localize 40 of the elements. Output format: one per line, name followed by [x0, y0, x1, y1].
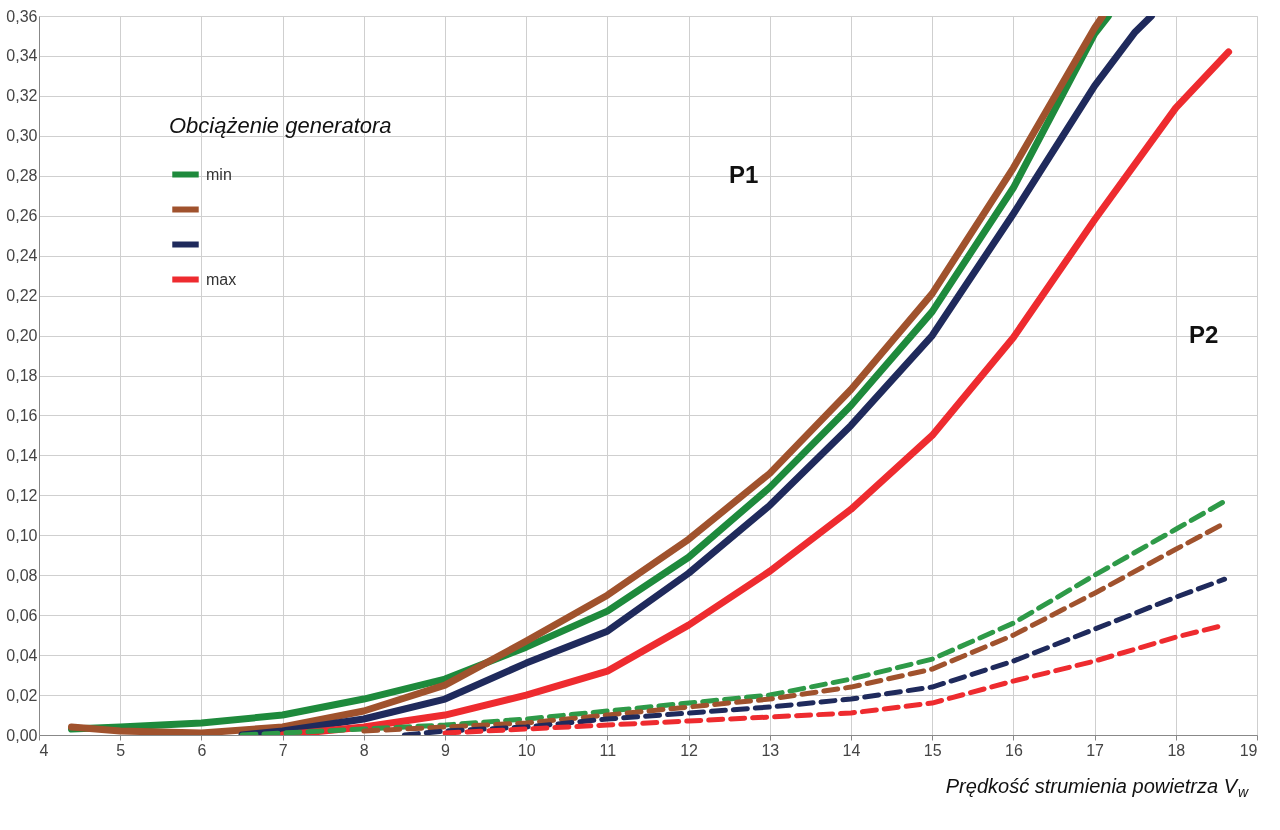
y-tick-label: 0,08	[6, 566, 38, 584]
x-tick-label: 19	[1239, 741, 1258, 759]
y-tick-label: 0,32	[6, 87, 38, 105]
y-tick-label: 0,24	[6, 247, 38, 265]
y-tick-label: 0,04	[6, 646, 38, 664]
y-tick-label: 0,26	[6, 207, 38, 225]
x-tick-label: 5	[116, 741, 126, 759]
x-tick-label: 18	[1167, 741, 1186, 759]
y-tick-label: 0,14	[6, 446, 38, 464]
x-tick-label: 11	[599, 741, 617, 759]
y-tick-label: 0,02	[6, 686, 38, 704]
x-tick-label: 15	[923, 741, 942, 759]
x-tick-label: 7	[278, 741, 288, 759]
annotation: P1	[729, 161, 759, 188]
y-tick-label: 0,16	[6, 406, 38, 424]
legend-label: min	[206, 165, 232, 183]
y-tick-label: 0,10	[6, 526, 38, 544]
y-tick-label: 0,20	[6, 327, 38, 345]
y-tick-label: 0,28	[6, 167, 38, 185]
x-tick-label: 12	[680, 741, 699, 759]
x-tick-label: 10	[517, 741, 536, 759]
y-tick-label: 0,36	[6, 7, 38, 25]
x-tick-label: 8	[359, 741, 369, 759]
annotation: P2	[1189, 321, 1219, 348]
y-tick-label: 0,30	[6, 127, 38, 145]
y-tick-label: 0,06	[6, 606, 38, 624]
y-tick-label: 0,18	[6, 367, 38, 384]
x-tick-label: 13	[761, 741, 780, 759]
y-tick-label: 0,00	[6, 726, 38, 744]
x-tick-label: 6	[197, 741, 207, 759]
y-tick-label: 0,34	[6, 47, 38, 65]
x-tick-label: 17	[1086, 741, 1105, 759]
x-tick-label: 9	[441, 741, 451, 759]
x-tick-label: 4	[39, 741, 49, 759]
legend-label: max	[206, 270, 237, 288]
y-tick-label: 0,12	[6, 486, 38, 504]
x-tick-label: 16	[1005, 741, 1023, 759]
legend-title: Obciążenie generatora	[169, 113, 392, 138]
x-tick-label: 14	[842, 741, 861, 759]
y-tick-label: 0,22	[6, 287, 38, 305]
